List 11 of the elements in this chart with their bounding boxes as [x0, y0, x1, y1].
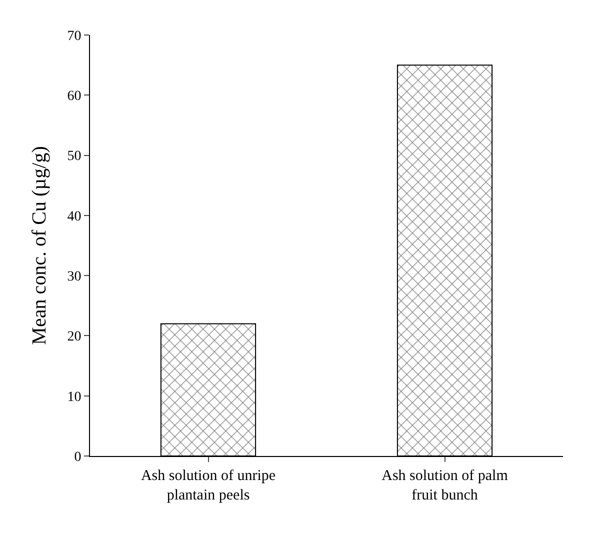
x-tick-label: Ash solution of unripe plantain peels	[140, 468, 276, 504]
y-tick-label: 60	[67, 89, 82, 104]
y-tick-label: 30	[67, 269, 82, 284]
y-tick-label: 10	[67, 390, 82, 405]
y-tick-label: 20	[67, 330, 82, 345]
y-axis-title: Mean conc. of Cu (µg/g)	[28, 146, 51, 345]
x-tick-label: Ash solution of palm fruit bunch	[382, 468, 508, 504]
y-tick-label: 70	[67, 28, 82, 44]
y-tick-label: 0	[74, 450, 82, 465]
y-tick-label: 40	[67, 209, 82, 224]
y-tick-label: 50	[67, 149, 82, 164]
